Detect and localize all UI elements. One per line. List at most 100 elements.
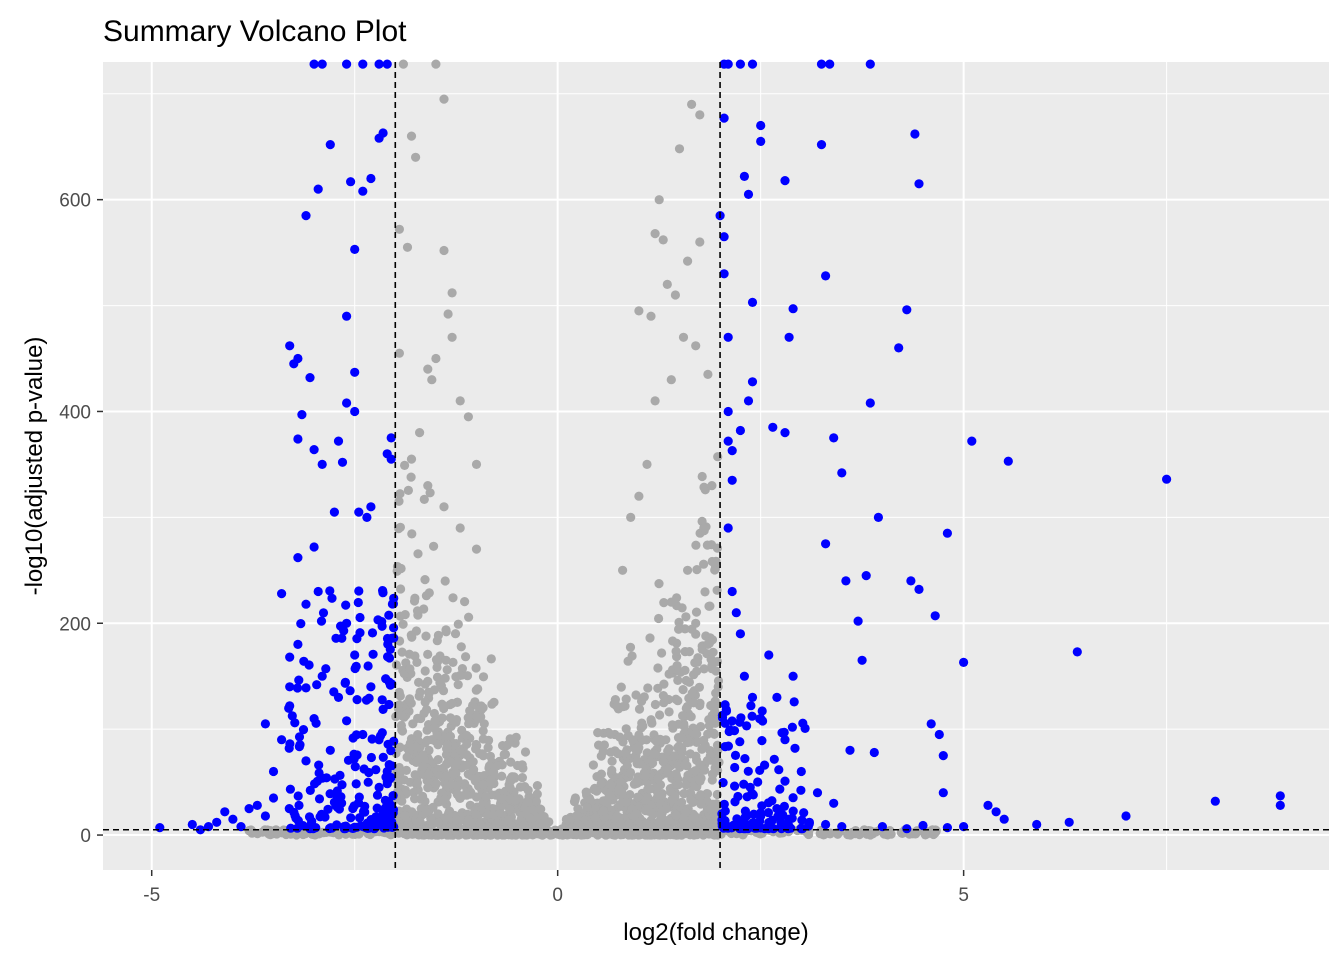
point-significant (349, 749, 359, 759)
point-significant (727, 716, 737, 726)
point-significant (756, 823, 766, 833)
point-not-significant (692, 565, 702, 575)
point-not-significant (429, 723, 439, 733)
point-not-significant (632, 776, 642, 786)
point-significant (743, 189, 754, 199)
point-not-significant (594, 740, 604, 750)
point-significant (366, 752, 376, 763)
point-not-significant (456, 642, 466, 652)
point-significant (772, 804, 782, 814)
point-not-significant (506, 757, 516, 767)
point-significant (853, 616, 863, 626)
point-significant (1072, 647, 1082, 657)
point-significant (812, 788, 823, 798)
point-significant (335, 770, 345, 781)
x-tick-label: -5 (143, 885, 160, 906)
point-significant (747, 377, 758, 387)
point-not-significant (661, 735, 671, 745)
point-not-significant (511, 795, 521, 805)
point-not-significant (415, 816, 425, 827)
point-not-significant (671, 811, 682, 821)
point-significant (349, 801, 359, 811)
point-significant (914, 179, 924, 189)
point-not-significant (400, 811, 410, 821)
point-not-significant (433, 740, 443, 750)
y-tick-label: 600 (59, 191, 91, 212)
point-significant (364, 767, 374, 778)
y-axis: 0 200 400 600 (59, 191, 103, 847)
point-not-significant (423, 676, 433, 687)
point-significant (841, 576, 851, 586)
point-not-significant (684, 647, 695, 657)
point-significant (388, 791, 398, 801)
point-significant (739, 817, 750, 827)
point-not-significant (407, 529, 417, 539)
point-not-significant (696, 722, 706, 732)
point-significant (362, 512, 372, 523)
point-significant (999, 814, 1009, 824)
point-not-significant (452, 789, 462, 800)
point-not-significant (631, 809, 641, 819)
point-not-significant (398, 59, 408, 69)
point-not-significant (427, 735, 437, 745)
point-not-significant (453, 680, 463, 690)
point-not-significant (410, 794, 420, 804)
point-not-significant (394, 348, 404, 358)
point-not-significant (695, 237, 705, 247)
point-significant (260, 719, 270, 729)
point-not-significant (406, 131, 417, 141)
point-not-significant (606, 747, 616, 757)
point-significant (313, 586, 323, 597)
point-not-significant (441, 655, 451, 665)
point-not-significant (406, 472, 416, 482)
point-not-significant (699, 664, 709, 674)
point-significant (378, 128, 388, 138)
point-not-significant (616, 777, 626, 787)
point-significant (914, 584, 924, 595)
point-significant (821, 271, 831, 281)
point-not-significant (423, 783, 433, 793)
point-significant (789, 697, 799, 707)
point-not-significant (409, 596, 420, 606)
point-significant (355, 612, 365, 623)
point-not-significant (688, 797, 698, 808)
point-not-significant (708, 769, 718, 780)
point-not-significant (615, 732, 625, 742)
point-significant (342, 716, 352, 726)
point-not-significant (669, 827, 679, 837)
point-significant (384, 653, 395, 663)
point-not-significant (431, 353, 441, 364)
point-significant (719, 113, 729, 123)
point-not-significant (625, 642, 636, 652)
point-significant (1162, 474, 1172, 484)
point-not-significant (471, 663, 481, 673)
point-significant (777, 728, 787, 738)
point-not-significant (486, 654, 496, 664)
point-not-significant (503, 815, 514, 825)
point-not-significant (448, 769, 458, 779)
point-significant (779, 801, 790, 812)
point-significant (386, 454, 396, 464)
point-significant (902, 824, 912, 834)
point-not-significant (471, 744, 481, 754)
point-significant (797, 815, 807, 825)
point-not-significant (621, 724, 631, 734)
point-not-significant (699, 523, 709, 533)
point-significant (212, 817, 222, 827)
point-significant (796, 766, 806, 777)
point-not-significant (451, 717, 461, 727)
point-not-significant (483, 743, 493, 753)
point-significant (305, 373, 315, 383)
point-not-significant (886, 829, 896, 839)
point-not-significant (664, 669, 674, 679)
point-not-significant (651, 736, 661, 746)
point-not-significant (402, 752, 412, 762)
point-not-significant (678, 711, 688, 721)
point-significant (331, 633, 341, 643)
point-not-significant (413, 549, 423, 559)
point-significant (757, 736, 767, 746)
point-significant (727, 475, 737, 485)
point-not-significant (418, 762, 428, 772)
point-not-significant (634, 730, 644, 740)
point-significant (301, 211, 311, 221)
